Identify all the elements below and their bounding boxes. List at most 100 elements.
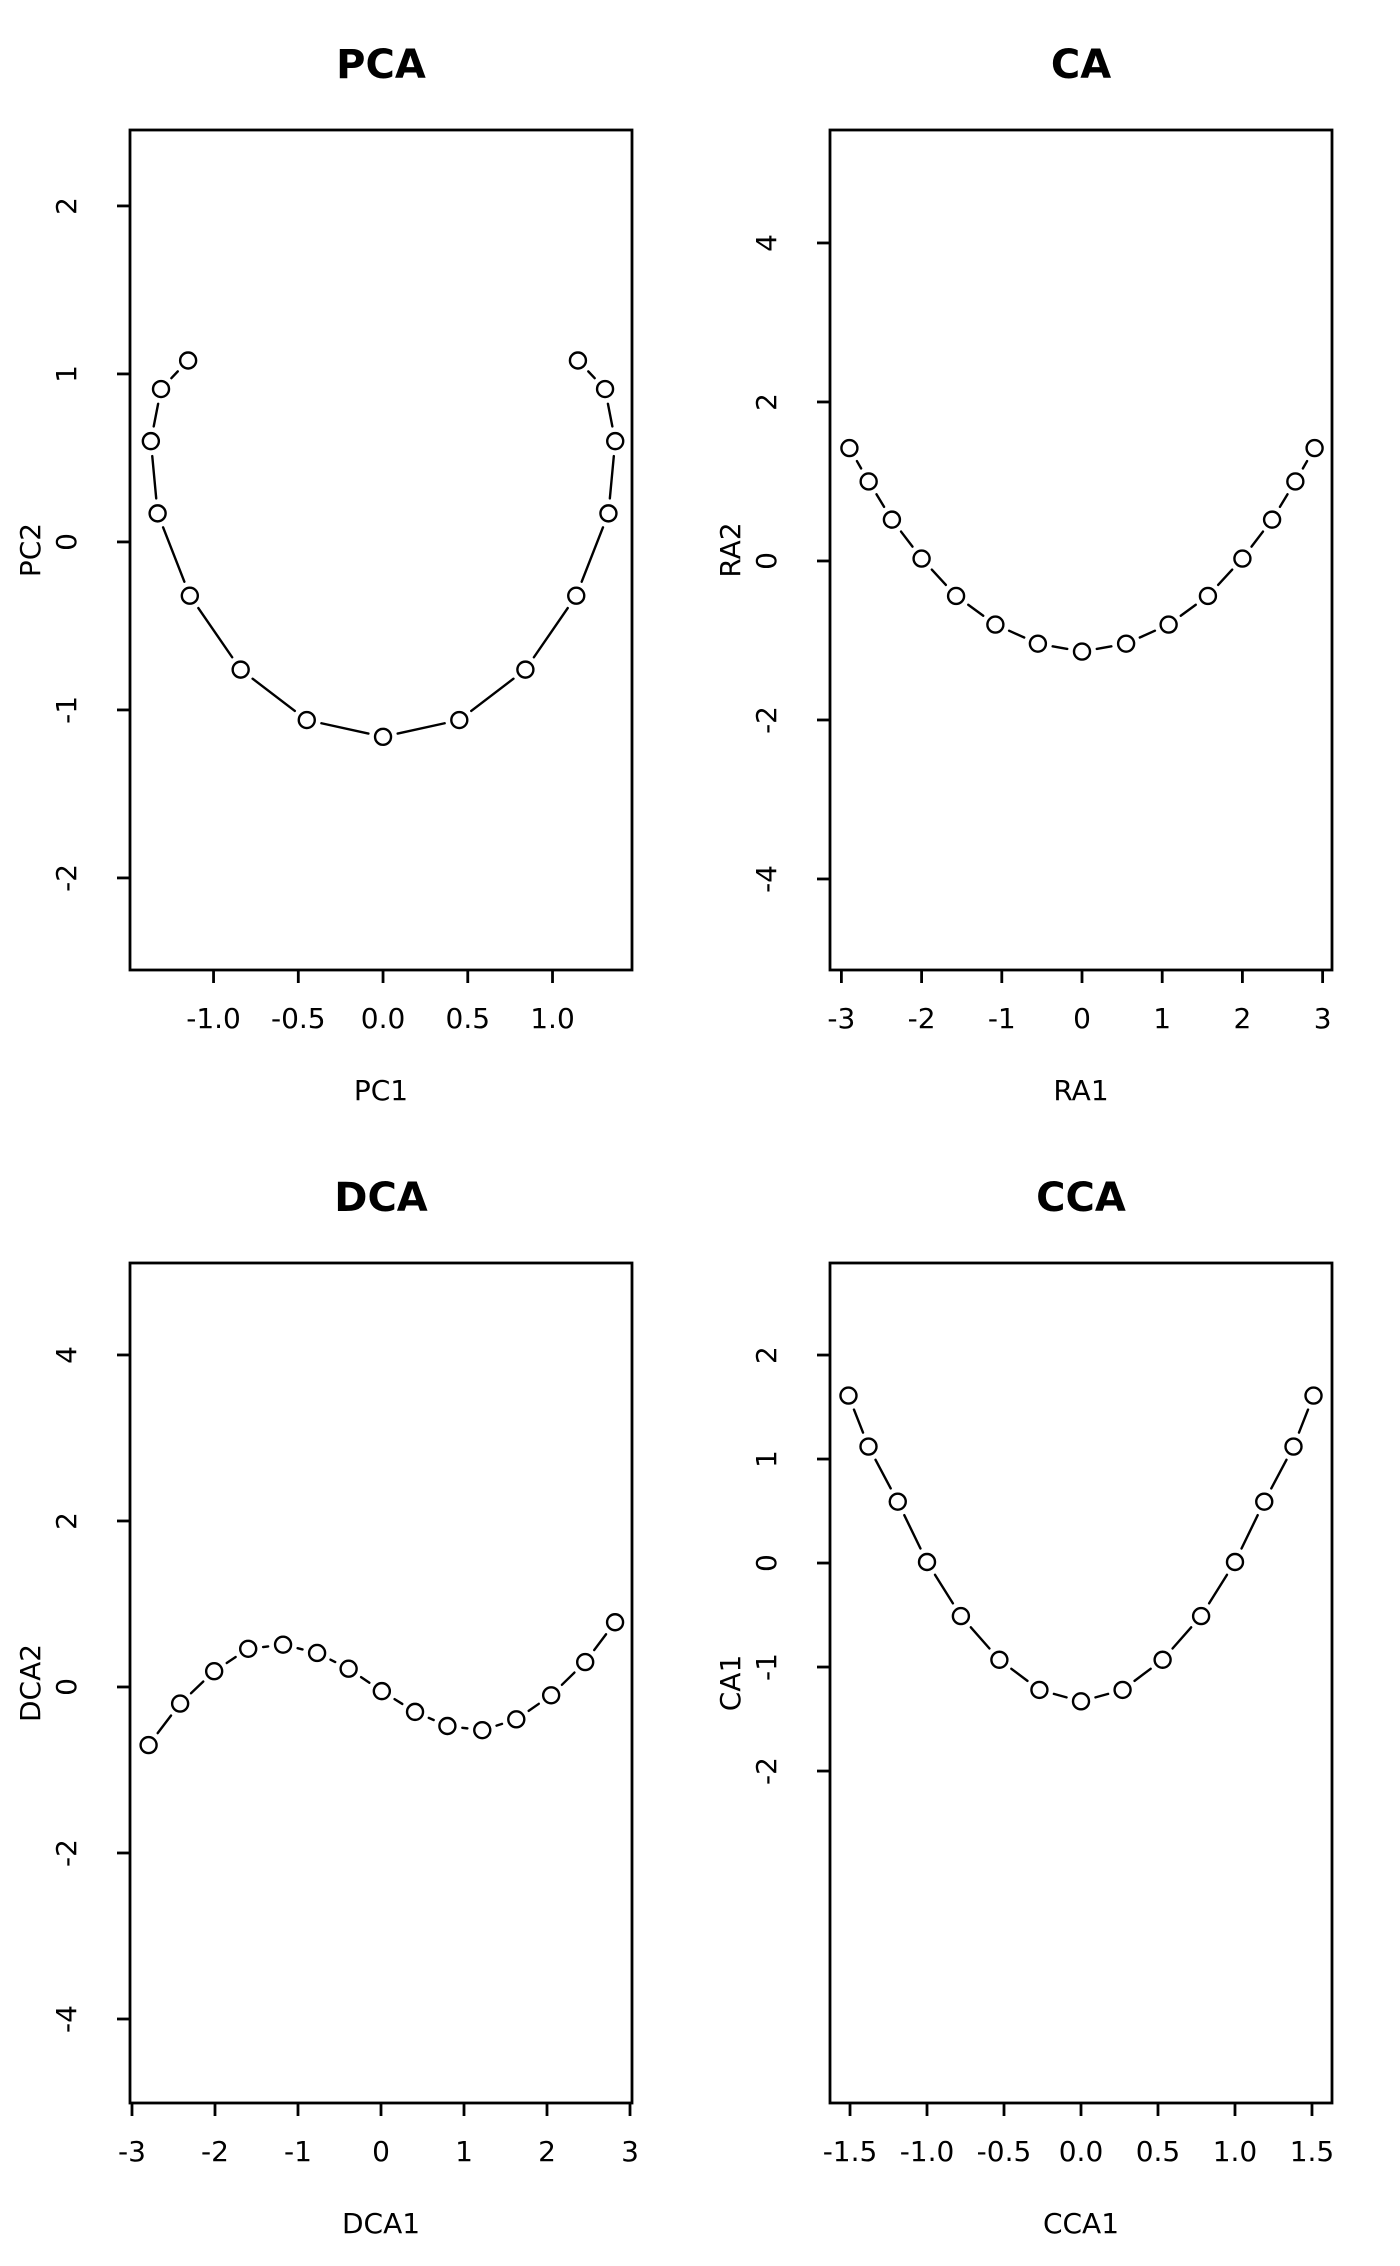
series-segment — [161, 526, 186, 583]
x-axis-label: DCA1 — [342, 2207, 420, 2240]
x-axis-tick-label: 2 — [1233, 1002, 1251, 1035]
series-segment — [903, 1513, 922, 1550]
data-point — [912, 549, 931, 568]
x-axis-tick-label: -1.0 — [900, 2135, 955, 2168]
data-point — [1284, 1437, 1303, 1456]
data-point — [951, 1606, 971, 1626]
series-segment — [1278, 493, 1289, 509]
series-segment — [261, 1645, 270, 1649]
series-segment — [296, 1647, 304, 1651]
data-point — [888, 1492, 907, 1511]
data-point — [1255, 1492, 1274, 1511]
data-point — [859, 1437, 878, 1456]
series-segment — [393, 1697, 404, 1706]
data-point — [599, 504, 618, 523]
y-axis-tick-label: 0 — [50, 533, 83, 551]
series-segment — [1179, 603, 1197, 617]
x-axis-tick-label: 2 — [538, 2135, 556, 2168]
series-segment — [608, 454, 616, 500]
dca-panel: -3 -2 -1 0 1 2 3 -4 -2 0 2 4 DCA DCA1 DCA2 — [14, 1175, 639, 2240]
data-point — [516, 660, 535, 679]
y-axis-tick-label: -2 — [50, 1839, 83, 1867]
data-point — [297, 710, 316, 730]
series-segment — [532, 606, 569, 659]
series-segment — [359, 1675, 371, 1684]
data-point — [568, 351, 588, 370]
y-axis-label: DCA2 — [14, 1644, 47, 1722]
series-segment — [1095, 645, 1113, 651]
data-point — [1153, 1650, 1172, 1669]
x-axis-tick-label: -1 — [284, 2135, 312, 2168]
x-axis-label: CCA1 — [1043, 2207, 1119, 2240]
y-axis-label: RA2 — [714, 522, 747, 577]
series-segment — [1138, 629, 1157, 639]
data-point — [238, 1639, 258, 1659]
series-segment — [329, 1658, 337, 1664]
series-segment — [930, 568, 948, 587]
series-segment — [1007, 629, 1026, 639]
series-segment — [470, 677, 515, 713]
data-point — [141, 431, 161, 451]
data-point — [148, 504, 167, 523]
series-segment — [1010, 1667, 1029, 1683]
y-axis-tick-label: 2 — [750, 1346, 783, 1364]
data-point — [438, 1716, 457, 1736]
data-point — [450, 710, 469, 730]
series-segment — [396, 722, 446, 735]
y-axis-tick-label: 2 — [50, 197, 83, 215]
y-axis-label: PC2 — [14, 523, 47, 577]
x-axis-tick-label: 0.0 — [361, 1002, 406, 1035]
data-point — [180, 586, 200, 605]
data-point — [1116, 634, 1136, 653]
data-point — [946, 586, 966, 606]
chart-title: CA — [1051, 42, 1111, 88]
series-segment — [874, 1458, 892, 1490]
y-axis-tick-label: -4 — [50, 2005, 83, 2033]
data-point — [990, 1650, 1009, 1669]
data-point — [178, 351, 198, 370]
x-axis-tick-label: 1.0 — [1213, 2135, 1258, 2168]
series-segment — [969, 1626, 991, 1650]
x-axis-tick-label: 0.5 — [446, 1002, 491, 1035]
series-segment — [580, 526, 605, 583]
x-axis-tick-label: -3 — [827, 1002, 855, 1035]
series-segment — [560, 1671, 576, 1687]
data-point — [575, 1652, 595, 1672]
data-point — [1305, 438, 1324, 458]
x-axis-tick-label: 0.0 — [1059, 2135, 1104, 2168]
data-point — [307, 1643, 327, 1663]
data-point — [605, 1613, 625, 1632]
y-axis-tick-label: 0 — [50, 1678, 83, 1696]
data-point — [1159, 615, 1178, 634]
y-axis-tick-label: -2 — [50, 864, 83, 892]
series-segment — [1240, 1513, 1259, 1550]
plot-box — [828, 128, 1334, 972]
x-axis-tick-label: -1.5 — [823, 2135, 878, 2168]
series-segment — [1133, 1667, 1152, 1683]
series-segment — [151, 454, 158, 500]
y-axis-tick-label: 2 — [750, 393, 783, 411]
series-segment — [225, 1655, 237, 1665]
data-point — [839, 1386, 858, 1405]
y-axis-label: CA1 — [714, 1655, 747, 1712]
cca-panel: -1.5 -1.0 -0.5 0.0 0.5 1.0 1.5 -2 -1 0 1 2 CCA CCA1 CA… — [714, 1175, 1334, 2240]
data-point — [882, 510, 902, 529]
series-segment — [1297, 1408, 1310, 1434]
data-point — [840, 438, 859, 458]
y-axis-tick-label: 1 — [50, 365, 83, 383]
series-segment — [1051, 645, 1069, 651]
chart-title: CCA — [1036, 1175, 1126, 1221]
data-point — [1113, 1680, 1132, 1700]
series-segment — [495, 1722, 504, 1727]
data-point — [405, 1702, 425, 1722]
data-point — [567, 586, 586, 605]
x-axis-label: RA1 — [1053, 1074, 1108, 1107]
series-segment — [592, 1633, 608, 1652]
data-point — [1071, 1692, 1091, 1711]
data-point — [1233, 549, 1252, 568]
data-point — [1262, 510, 1282, 529]
data-point — [1225, 1552, 1245, 1572]
series-segment — [527, 1702, 541, 1713]
data-point — [595, 379, 615, 399]
data-point — [473, 1720, 492, 1740]
